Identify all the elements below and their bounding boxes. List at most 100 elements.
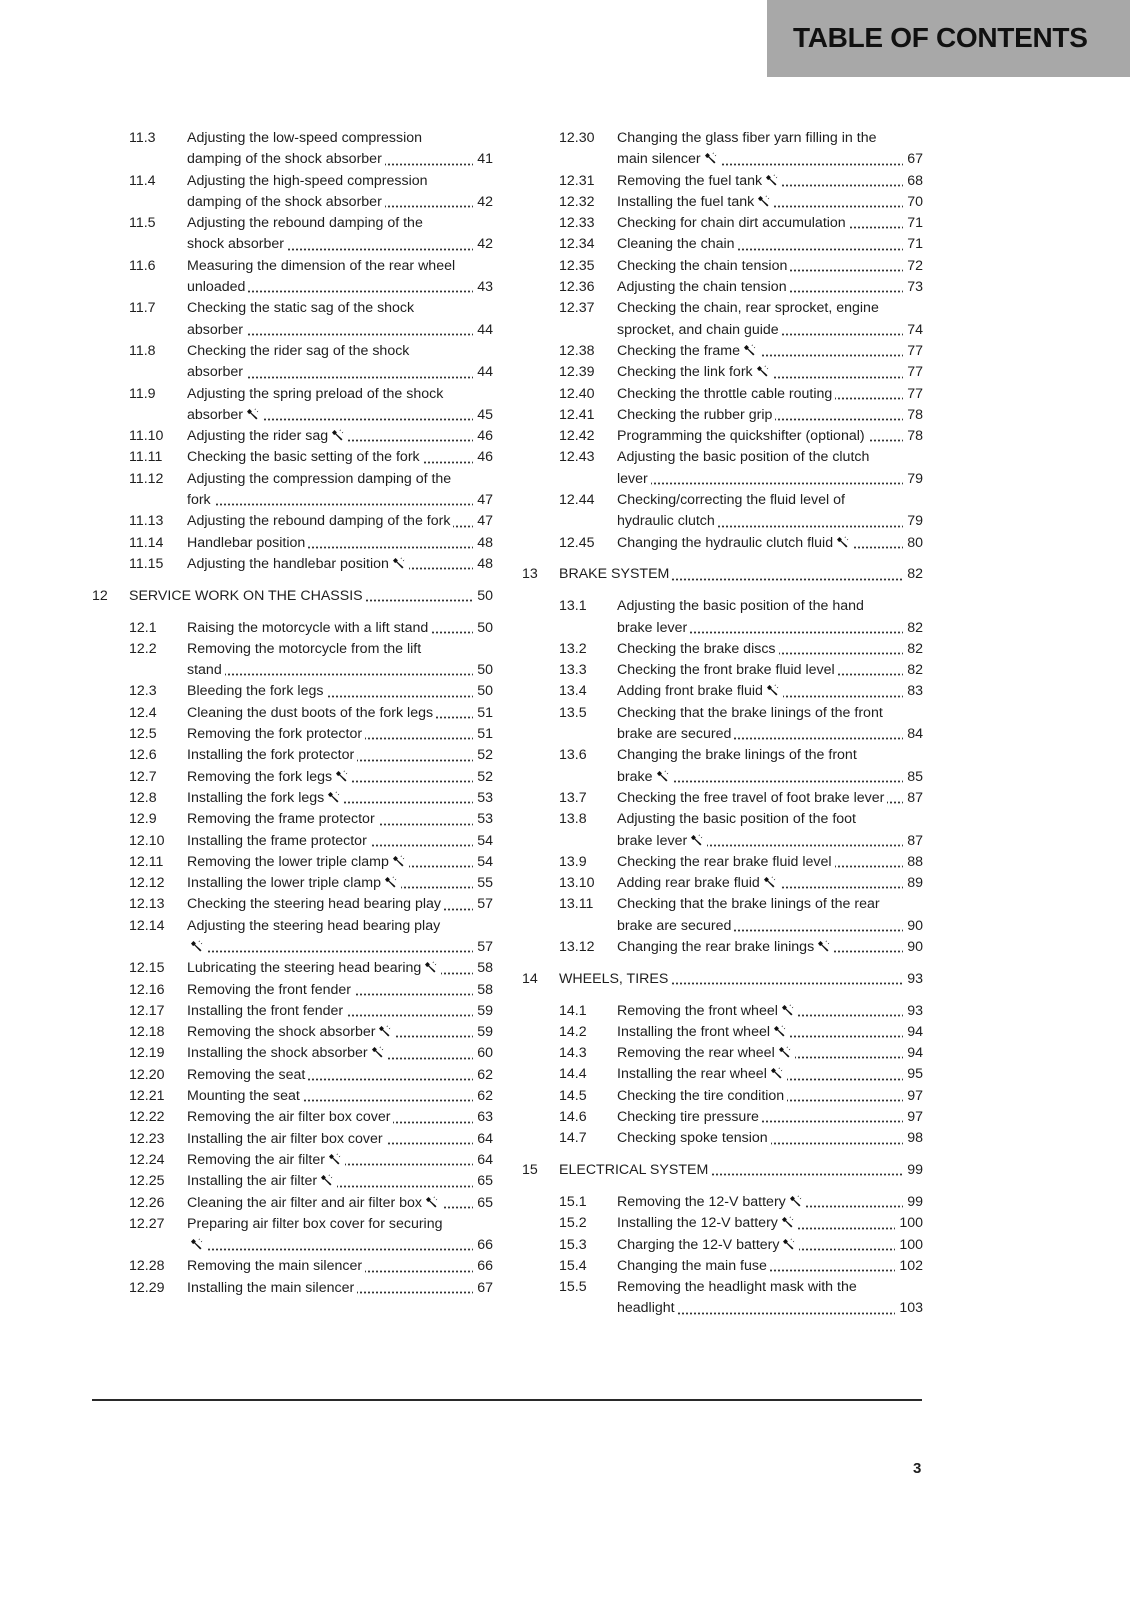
toc-entry[interactable]: 12.5 Removing the fork protector 51 — [92, 724, 493, 746]
entry-page-number[interactable]: 42 — [473, 191, 493, 214]
entry-page-number[interactable]: 82 — [903, 617, 923, 639]
entry-title[interactable]: Installing the main silencer — [187, 1279, 358, 1296]
entry-title[interactable]: Removing the front fender — [187, 981, 355, 998]
toc-entry[interactable]: 14.2 Installing the front wheel 94 — [522, 1021, 923, 1044]
toc-entry[interactable]: 14.3 Removing the rear wheel 94 — [522, 1043, 923, 1065]
toc-entry[interactable]: 12.27 Preparing air filter box cover for … — [92, 1214, 493, 1257]
entry-title[interactable]: BRAKE SYSTEM — [559, 566, 673, 583]
toc-entry[interactable]: 15.1 Removing the 12-V battery 99 — [522, 1191, 923, 1214]
entry-title[interactable]: Installing the fork legs — [187, 789, 345, 806]
toc-entry[interactable]: 12.1 Raising the motorcycle with a lift s… — [92, 617, 493, 639]
entry-title[interactable]: Installing the front wheel — [617, 1023, 791, 1040]
entry-page-number[interactable]: 89 — [903, 873, 923, 895]
entry-title[interactable]: Removing the main silencer — [187, 1258, 366, 1275]
entry-title[interactable]: Removing the lower triple clamp — [187, 853, 409, 870]
entry-title[interactable]: Installing the fuel tank — [617, 193, 775, 210]
entry-title[interactable]: Changing the hydraulic clutch fluid — [617, 534, 854, 551]
entry-page-number[interactable]: 52 — [473, 745, 493, 767]
entry-title[interactable]: Adjusting the low-speed compression damp… — [187, 130, 423, 168]
toc-entry[interactable]: 11.12 Adjusting the compression damping o… — [92, 469, 493, 512]
entry-page-number[interactable]: 62 — [473, 1064, 493, 1087]
entry-page-number[interactable]: 44 — [473, 319, 493, 341]
entry-title[interactable]: Checking the brake discs — [617, 640, 779, 657]
entry-page-number[interactable]: 79 — [903, 511, 923, 533]
entry-title[interactable]: Installing the 12-V battery — [617, 1215, 798, 1232]
toc-entry[interactable]: 12.21 Mounting the seat 62 — [92, 1086, 493, 1108]
entry-page-number[interactable]: 50 — [473, 617, 493, 639]
entry-page-number[interactable]: 77 — [903, 340, 923, 363]
entry-page-number[interactable]: 62 — [473, 1086, 493, 1108]
toc-entry[interactable]: 11.8 Checking the rider sag of the shock … — [92, 341, 493, 384]
entry-page-number[interactable]: 47 — [473, 511, 493, 533]
entry-title[interactable]: Adding front brake fluid — [617, 683, 783, 700]
toc-entry[interactable]: 12.34 Cleaning the chain 71 — [522, 234, 923, 256]
toc-entry[interactable]: 13.4 Adding front brake fluid 83 — [522, 681, 923, 703]
toc-entry[interactable]: 12.37 Checking the chain, rear sprocket, … — [522, 298, 923, 341]
toc-entry[interactable]: 13.9 Checking the rear brake fluid level 8… — [522, 851, 923, 874]
toc-entry[interactable]: 11.13 Adjusting the rebound damping of th… — [92, 511, 493, 533]
toc-entry[interactable]: 12.19 Installing the shock absorber 60 — [92, 1043, 493, 1065]
entry-title[interactable]: Raising the motorcycle with a lift stand — [187, 619, 432, 636]
entry-title[interactable]: Cleaning the air filter and air filter b… — [187, 1194, 443, 1211]
entry-page-number[interactable]: 77 — [903, 383, 923, 405]
toc-entry[interactable]: 14.6 Checking tire pressure 97 — [522, 1107, 923, 1129]
toc-entry[interactable]: 12.23 Installing the air filter box cover… — [92, 1128, 493, 1150]
toc-entry[interactable]: 12.25 Installing the air filter 65 — [92, 1171, 493, 1193]
entry-title[interactable]: Adding rear brake fluid — [617, 875, 780, 892]
toc-entry[interactable]: 12.3 Bleeding the fork legs 50 — [92, 681, 493, 703]
entry-page-number[interactable]: 53 — [473, 809, 493, 831]
entry-page-number[interactable]: 53 — [473, 787, 493, 810]
toc-chapter-entry[interactable]: 13 BRAKE SYSTEM 82 — [522, 564, 923, 586]
entry-title[interactable]: ELECTRICAL SYSTEM — [559, 1162, 712, 1179]
toc-entry[interactable]: 11.4 Adjusting the high-speed compression… — [92, 171, 493, 214]
entry-title[interactable]: Removing the frame protector — [187, 811, 378, 828]
entry-title[interactable]: Removing the air filter — [187, 1151, 345, 1168]
entry-page-number[interactable]: 50 — [473, 660, 493, 682]
toc-entry[interactable]: 12.36 Adjusting the chain tension 73 — [522, 277, 923, 299]
entry-page-number[interactable]: 97 — [903, 1107, 923, 1129]
entry-page-number[interactable]: 94 — [903, 1043, 923, 1065]
toc-entry[interactable]: 12.7 Removing the fork legs 52 — [92, 766, 493, 788]
entry-page-number[interactable]: 59 — [473, 1022, 493, 1044]
entry-title[interactable]: Adjusting the rebound damping of the for… — [187, 513, 454, 530]
entry-page-number[interactable]: 48 — [473, 532, 493, 554]
entry-title[interactable]: Installing the front fender — [187, 1002, 347, 1019]
entry-page-number[interactable]: 55 — [473, 873, 493, 895]
entry-page-number[interactable]: 50 — [473, 681, 493, 703]
entry-page-number[interactable]: 99 — [903, 1160, 923, 1182]
entry-title[interactable]: Checking spoke tension — [617, 1130, 771, 1147]
entry-title[interactable]: Checking the basic setting of the fork — [187, 449, 423, 466]
entry-page-number[interactable]: 47 — [473, 490, 493, 512]
toc-entry[interactable]: 11.6 Measuring the dimension of the rear … — [92, 256, 493, 299]
toc-entry[interactable]: 13.2 Checking the brake discs 82 — [522, 638, 923, 661]
toc-entry[interactable]: 12.24 Removing the air filter 64 — [92, 1149, 493, 1172]
entry-page-number[interactable]: 51 — [473, 702, 493, 725]
toc-entry[interactable]: 11.9 Adjusting the spring preload of the … — [92, 384, 493, 427]
toc-entry[interactable]: 11.3 Adjusting the low-speed compression … — [92, 128, 493, 171]
entry-page-number[interactable]: 79 — [903, 468, 923, 491]
entry-page-number[interactable]: 84 — [903, 724, 923, 746]
toc-entry[interactable]: 11.14 Handlebar position 48 — [92, 532, 493, 554]
entry-title[interactable]: Checking the chain tension — [617, 257, 791, 274]
entry-page-number[interactable]: 90 — [903, 915, 923, 937]
entry-title[interactable]: SERVICE WORK ON THE CHASSIS — [129, 587, 366, 604]
toc-entry[interactable]: 12.40 Checking the throttle cable routing… — [522, 383, 923, 405]
entry-title[interactable]: Handlebar position — [187, 534, 309, 551]
toc-entry[interactable]: 11.7 Checking the static sag of the shock… — [92, 298, 493, 341]
entry-page-number[interactable]: 83 — [903, 681, 923, 703]
entry-page-number[interactable]: 52 — [473, 766, 493, 788]
entry-title[interactable]: WHEELS, TIRES — [559, 970, 672, 987]
entry-page-number[interactable]: 48 — [473, 553, 493, 576]
toc-entry[interactable]: 12.26 Cleaning the air filter and air fil… — [92, 1192, 493, 1214]
toc-entry[interactable]: 12.35 Checking the chain tension 72 — [522, 255, 923, 278]
entry-title[interactable]: Cleaning the dust boots of the fork legs — [187, 704, 437, 721]
toc-entry[interactable]: 11.5 Adjusting the rebound damping of the… — [92, 213, 493, 256]
entry-page-number[interactable]: 85 — [903, 766, 923, 788]
entry-page-number[interactable]: 67 — [473, 1277, 493, 1300]
toc-entry[interactable]: 12.6 Installing the fork protector 52 — [92, 745, 493, 767]
entry-page-number[interactable]: 100 — [895, 1213, 923, 1235]
entry-page-number[interactable]: 77 — [903, 362, 923, 384]
entry-title[interactable]: Bleeding the fork legs — [187, 683, 327, 700]
toc-entry[interactable]: 11.11 Checking the basic setting of the f… — [92, 447, 493, 469]
toc-entry[interactable]: 12.31 Removing the fuel tank 68 — [522, 170, 923, 192]
